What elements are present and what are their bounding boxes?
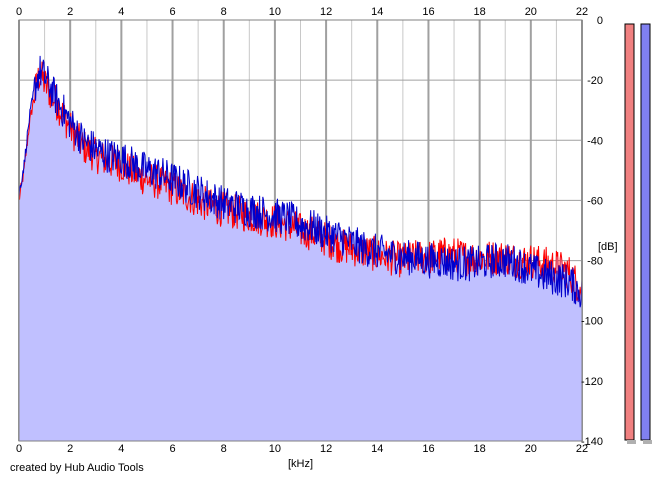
x-tick-label-bottom: 22 bbox=[576, 443, 588, 455]
x-tick-label-bottom: 16 bbox=[422, 443, 434, 455]
x-tick-label-bottom: 2 bbox=[67, 443, 73, 455]
x-tick-label-top: 20 bbox=[525, 6, 537, 18]
spectrum-fill-area bbox=[19, 55, 582, 442]
x-tick-label-bottom: 4 bbox=[118, 443, 124, 455]
x-tick-label-bottom: 18 bbox=[474, 443, 486, 455]
y-tick-label: -20 bbox=[587, 75, 603, 87]
y-tick-label: -100 bbox=[581, 316, 603, 328]
x-tick-label-top: 22 bbox=[576, 6, 588, 18]
level-meter-right bbox=[640, 23, 651, 441]
y-tick-label: 0 bbox=[597, 15, 603, 27]
y-tick-label: -80 bbox=[587, 256, 603, 268]
x-tick-label-top: 18 bbox=[474, 6, 486, 18]
x-tick-label-top: 2 bbox=[67, 6, 73, 18]
x-tick-label-top: 6 bbox=[169, 6, 175, 18]
x-tick-label-bottom: 12 bbox=[320, 443, 332, 455]
series-layer bbox=[18, 55, 583, 308]
level-meters bbox=[624, 23, 652, 444]
x-tick-label-top: 10 bbox=[269, 6, 281, 18]
x-tick-label-top: 14 bbox=[371, 6, 383, 18]
x-tick-labels-bottom: 0 2 4 6 8 10 12 14 16 18 20 22 bbox=[16, 443, 588, 455]
x-tick-label-top: 0 bbox=[16, 6, 22, 18]
y-tick-label: -60 bbox=[587, 195, 603, 207]
level-meter-left bbox=[624, 23, 635, 441]
level-meter-left-shadow bbox=[627, 440, 636, 444]
x-tick-label-top: 4 bbox=[118, 6, 124, 18]
x-tick-label-bottom: 14 bbox=[371, 443, 383, 455]
x-tick-label-top: 12 bbox=[320, 6, 332, 18]
x-tick-label-bottom: 20 bbox=[525, 443, 537, 455]
x-axis-label: [kHz] bbox=[288, 458, 313, 470]
level-meter-right-shadow bbox=[643, 440, 652, 444]
x-tick-label-top: 16 bbox=[422, 6, 434, 18]
x-tick-label-bottom: 0 bbox=[16, 443, 22, 455]
y-tick-label: -120 bbox=[581, 376, 603, 388]
series-line-left-channel bbox=[18, 61, 583, 301]
plot-frame bbox=[18, 19, 583, 442]
x-tick-label-top: 8 bbox=[221, 6, 227, 18]
y-axis-label: [dB] bbox=[598, 241, 618, 253]
x-tick-label-bottom: 8 bbox=[221, 443, 227, 455]
x-tick-label-bottom: 10 bbox=[269, 443, 281, 455]
y-tick-label: -40 bbox=[587, 135, 603, 147]
series-line-right-channel bbox=[18, 55, 583, 308]
x-tick-labels-top: 0 2 4 6 8 10 12 14 16 18 20 22 bbox=[16, 6, 588, 18]
x-tick-label-bottom: 6 bbox=[169, 443, 175, 455]
credit-text: created by Hub Audio Tools bbox=[10, 462, 144, 474]
y-tick-labels: 0 -20 -40 -60 -80 -100 -120 -140 bbox=[581, 15, 603, 448]
y-tick-label: -140 bbox=[581, 436, 603, 448]
